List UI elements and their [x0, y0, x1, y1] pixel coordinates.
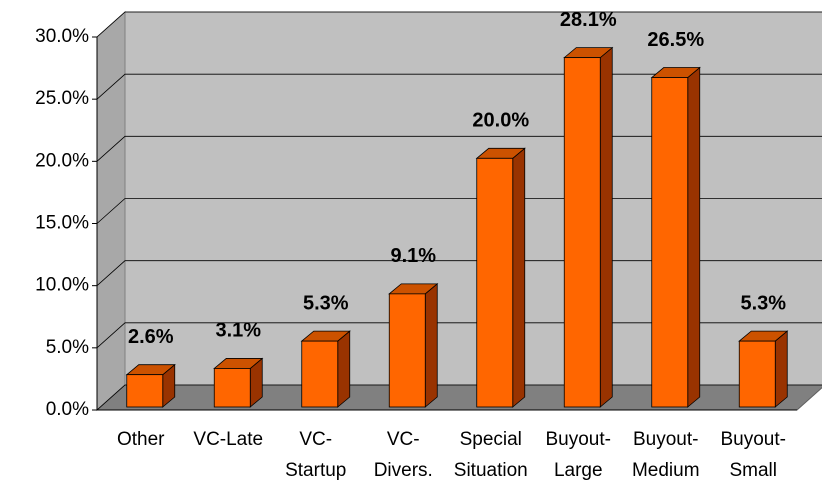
bar-front: [563, 57, 601, 408]
x-tick-label: Special: [460, 429, 522, 450]
bar-front: [301, 340, 339, 408]
bar: [650, 66, 701, 408]
floor: [95, 384, 822, 411]
y-tick-label: 10.0%: [35, 275, 89, 296]
grid-line: [96, 11, 822, 38]
bar: [475, 147, 526, 408]
x-tick-label: Buyout-: [721, 429, 786, 450]
value-label: 2.6%: [128, 326, 174, 348]
x-tick-label: Large: [554, 460, 603, 481]
y-tick-label: 25.0%: [35, 88, 89, 109]
value-label: 28.1%: [560, 9, 617, 31]
value-label: 5.3%: [740, 292, 786, 314]
bar: [125, 363, 176, 408]
bar-side: [424, 283, 438, 408]
x-tick-label: Buyout-: [633, 429, 698, 450]
x-tick-label: VC-: [387, 429, 420, 450]
value-label: 5.3%: [303, 292, 349, 314]
bar: [563, 46, 614, 408]
bar-side: [774, 330, 788, 408]
bar-front: [126, 374, 164, 408]
bar-side: [599, 46, 613, 408]
value-label: 20.0%: [472, 110, 529, 132]
y-tick-label: 5.0%: [46, 337, 89, 358]
bar-side: [512, 147, 526, 408]
x-tick-label: Startup: [285, 460, 346, 481]
bar-front: [213, 368, 251, 408]
bar: [213, 357, 264, 408]
bar: [388, 283, 439, 408]
x-tick-label: Buyout-: [546, 429, 611, 450]
x-tick-label: Divers.: [374, 460, 433, 481]
bar-side: [337, 330, 351, 408]
x-tick-label: Other: [117, 429, 165, 450]
y-tick-label: 0.0%: [46, 399, 89, 420]
x-tick-label: VC-: [299, 429, 332, 450]
bar-front: [651, 77, 689, 408]
bar: [738, 330, 789, 408]
value-label: 26.5%: [647, 29, 704, 51]
x-tick-label: Situation: [454, 460, 528, 481]
x-tick-label: Small: [729, 460, 777, 481]
x-tick-label: VC-Late: [193, 429, 263, 450]
bar-side: [687, 66, 701, 408]
y-tick-label: 15.0%: [35, 213, 89, 234]
value-label: 9.1%: [390, 245, 436, 267]
bar-front: [476, 157, 514, 408]
bar-front: [388, 293, 426, 408]
bar-front: [738, 340, 776, 408]
y-tick-label: 30.0%: [35, 26, 89, 47]
x-tick-label: Medium: [632, 460, 700, 481]
value-label: 3.1%: [215, 320, 261, 342]
y-tick-label: 20.0%: [35, 150, 89, 171]
bar: [300, 330, 351, 408]
